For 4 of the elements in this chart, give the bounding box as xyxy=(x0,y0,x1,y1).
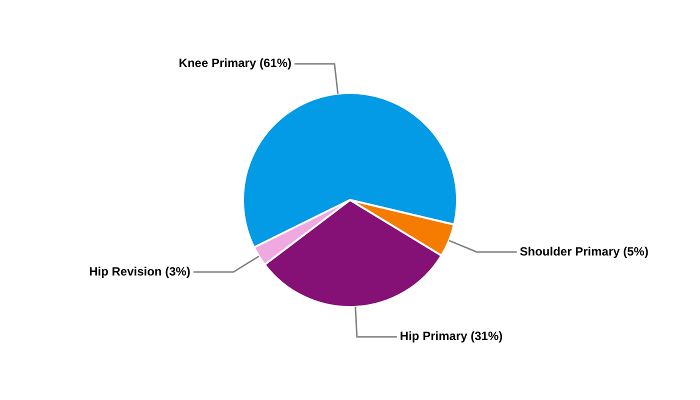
slice-label: Hip Revision (3%) xyxy=(89,264,190,278)
slice-label: Knee Primary (61%) xyxy=(178,56,292,70)
slice-label: Shoulder Primary (5%) xyxy=(520,244,648,258)
slice-label: Hip Primary (31%) xyxy=(400,329,503,344)
